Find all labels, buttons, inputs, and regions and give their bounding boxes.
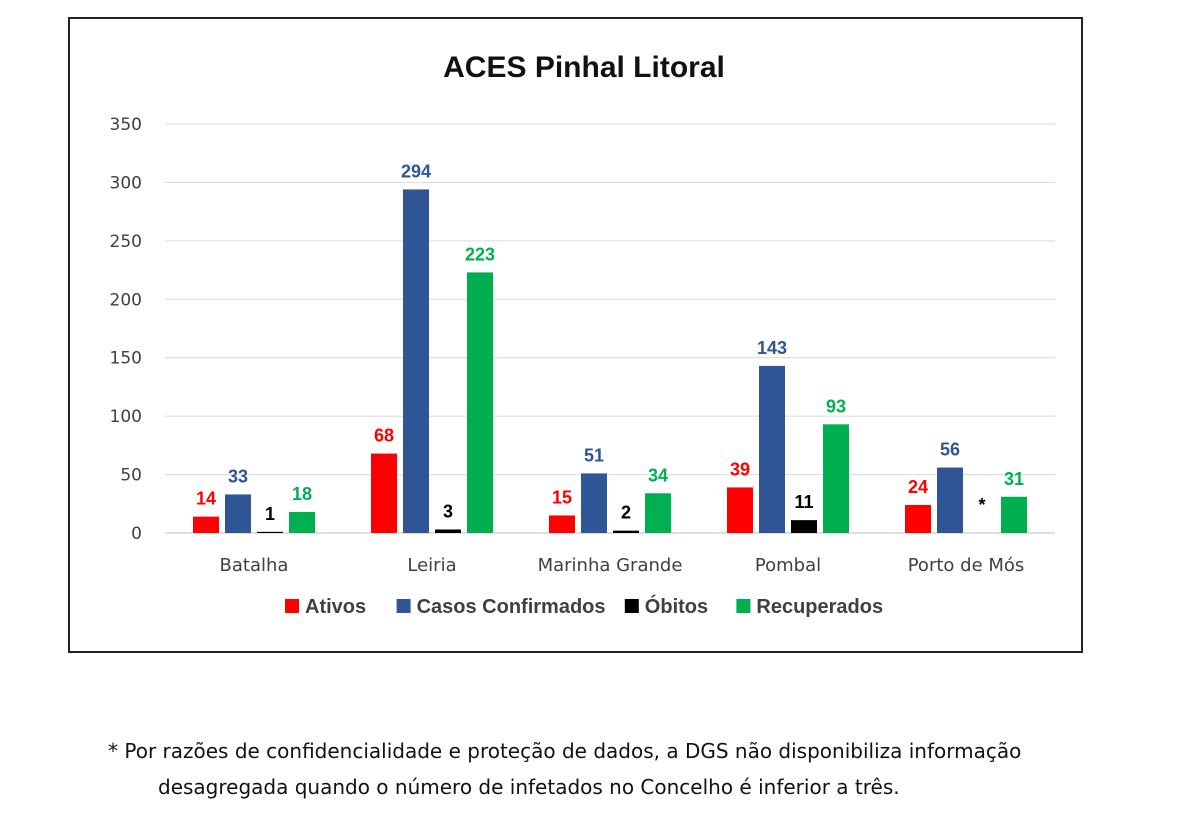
data-label: 3 <box>443 501 453 521</box>
data-label: 31 <box>1004 469 1024 489</box>
data-label: 2 <box>621 503 631 523</box>
bar <box>727 487 753 533</box>
y-tick-label: 300 <box>110 173 142 193</box>
data-label: 18 <box>292 484 312 504</box>
data-label: 68 <box>374 426 394 446</box>
bar <box>1001 496 1027 533</box>
bar-chart: ACES Pinhal Litoral 0 50 100 150 200 250 300 350… <box>110 51 1055 618</box>
x-tick-label: Marinha Grande <box>538 555 683 576</box>
bar <box>645 493 671 533</box>
chart-frame: ACES Pinhal Litoral 0 50 100 150 200 250 300 350… <box>68 17 1083 653</box>
bar <box>791 520 817 533</box>
legend-label: Óbitos <box>645 594 708 618</box>
y-tick-label: 250 <box>110 232 142 252</box>
data-label: 1 <box>265 504 275 524</box>
y-tick-label: 350 <box>110 115 142 135</box>
legend-swatch <box>624 599 639 613</box>
bar <box>467 272 493 533</box>
bar <box>403 189 429 533</box>
x-tick-label: Leiria <box>407 555 456 576</box>
y-tick-label: 100 <box>110 407 142 427</box>
bar <box>225 494 251 533</box>
data-label: 51 <box>584 445 604 465</box>
legend-label: Recuperados <box>756 596 883 618</box>
data-label: 14 <box>196 489 216 509</box>
bar <box>905 504 931 533</box>
y-tick-label: 50 <box>120 466 142 486</box>
data-label: 294 <box>401 161 431 181</box>
footnote-line-2: desagregada quando o número de infetados… <box>158 775 900 799</box>
data-label: 33 <box>228 466 248 486</box>
data-label: * <box>978 495 985 515</box>
bar <box>937 467 963 533</box>
x-tick-label: Pombal <box>755 555 821 576</box>
bar <box>581 473 607 533</box>
data-label: 15 <box>552 487 572 507</box>
footnote-line-1: * Por razões de confidencialidade e prot… <box>108 739 1022 763</box>
bar <box>613 530 639 533</box>
data-label: 93 <box>826 396 846 416</box>
legend-swatch <box>396 599 411 613</box>
bar <box>823 424 849 533</box>
data-label: 39 <box>730 459 750 479</box>
bar <box>549 515 575 533</box>
data-label: 143 <box>757 338 787 358</box>
data-label: 34 <box>648 465 668 485</box>
bar <box>371 453 397 533</box>
y-tick-label: 150 <box>110 349 142 369</box>
legend-label: Ativos <box>305 596 366 618</box>
legend-label: Casos Confirmados <box>417 596 606 618</box>
x-tick-label: Porto de Mós <box>908 555 1025 576</box>
bar <box>193 516 219 533</box>
bar <box>435 529 461 533</box>
footnote: * Por razões de confidencialidade e prot… <box>108 733 1168 805</box>
legend-swatch <box>285 599 299 613</box>
data-label: 11 <box>794 492 813 512</box>
data-label: 56 <box>940 440 960 460</box>
data-label: 223 <box>465 244 495 264</box>
legend-swatch <box>736 599 751 613</box>
y-tick-label: 200 <box>110 290 142 310</box>
data-label: 24 <box>908 477 928 497</box>
bar <box>759 365 785 533</box>
x-tick-label: Batalha <box>220 555 289 576</box>
chart-title: ACES Pinhal Litoral <box>443 51 725 84</box>
bar <box>289 511 315 533</box>
bar <box>257 531 283 533</box>
y-tick-label: 0 <box>131 524 142 544</box>
